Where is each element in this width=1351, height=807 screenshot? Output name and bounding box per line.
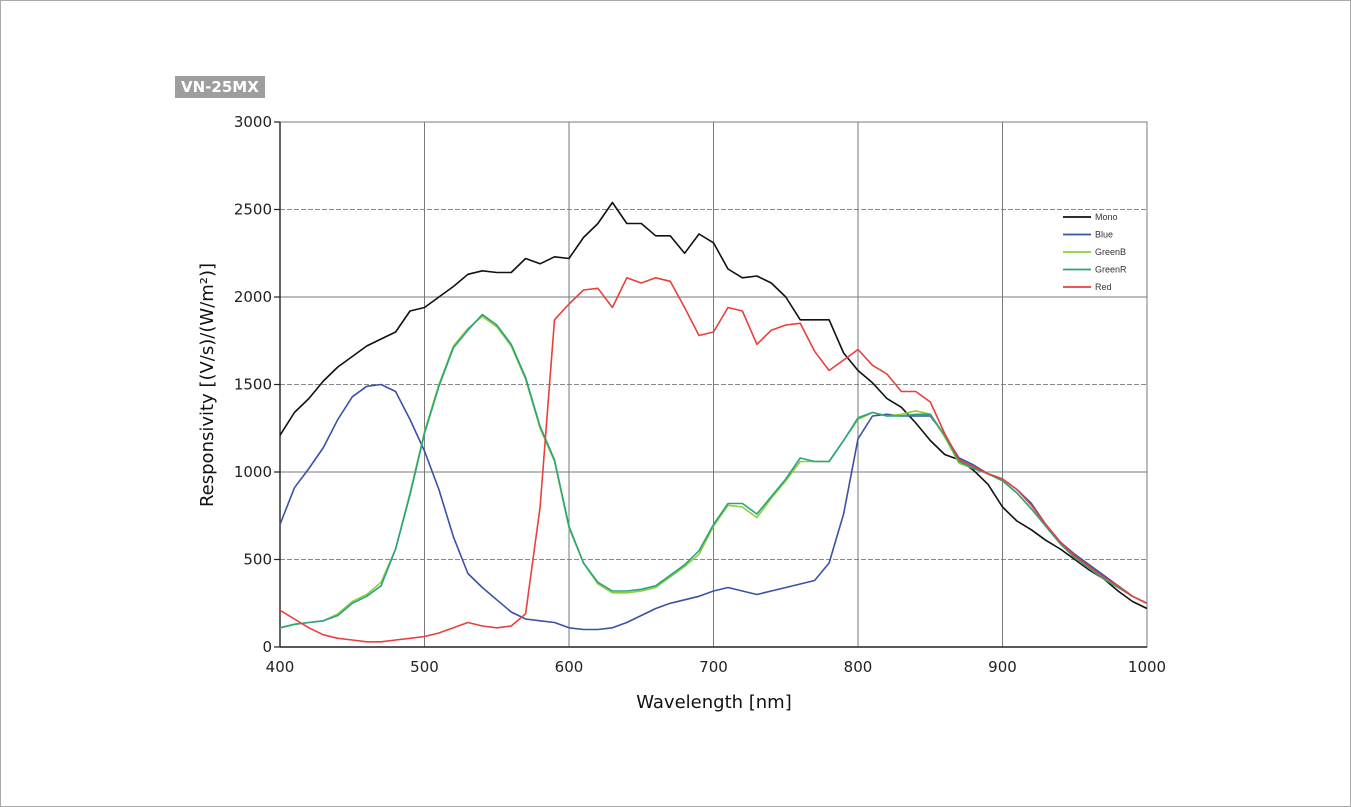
- y-tick-label-2000: 2000: [234, 288, 272, 306]
- x-tick-label-500: 500: [410, 658, 439, 676]
- legend-label-greenr: GreenR: [1095, 265, 1127, 275]
- x-tick-label-600: 600: [555, 658, 584, 676]
- x-tick-label-400: 400: [266, 658, 295, 676]
- x-tick-label-800: 800: [844, 658, 873, 676]
- series-line-red: [279, 276, 1148, 643]
- axes: 0 500 1000 1500 2000 2500 3000 400 500 600 700 800 9…: [234, 113, 1166, 676]
- legend-label-red: Red: [1095, 282, 1112, 292]
- y-tick-label-500: 500: [243, 551, 272, 569]
- y-tick-label-2500: 2500: [234, 201, 272, 219]
- x-tick-label-900: 900: [988, 658, 1017, 676]
- legend: Mono Blue GreenB GreenR Red: [1063, 212, 1127, 292]
- y-tick-label-1000: 1000: [234, 463, 272, 481]
- x-axis-title: Wavelength [nm]: [636, 692, 792, 713]
- y-tick-label-0: 0: [262, 638, 272, 656]
- x-tick-label-1000: 1000: [1128, 658, 1166, 676]
- y-tick-label-3000: 3000: [234, 113, 272, 131]
- series-line-greenr: [279, 313, 1148, 629]
- legend-label-blue: Blue: [1095, 230, 1113, 240]
- x-tick-label-700: 700: [699, 658, 728, 676]
- series-line-mono: [279, 201, 1148, 610]
- legend-label-mono: Mono: [1095, 212, 1118, 222]
- series-lines: [279, 201, 1148, 643]
- y-axis-title: Responsivity [(V/s)/(W/m²)]: [197, 263, 218, 507]
- grid: [279, 121, 1148, 648]
- legend-label-greenb: GreenB: [1095, 247, 1126, 257]
- y-tick-label-1500: 1500: [234, 376, 272, 394]
- model-label: VN-25MX: [175, 76, 265, 98]
